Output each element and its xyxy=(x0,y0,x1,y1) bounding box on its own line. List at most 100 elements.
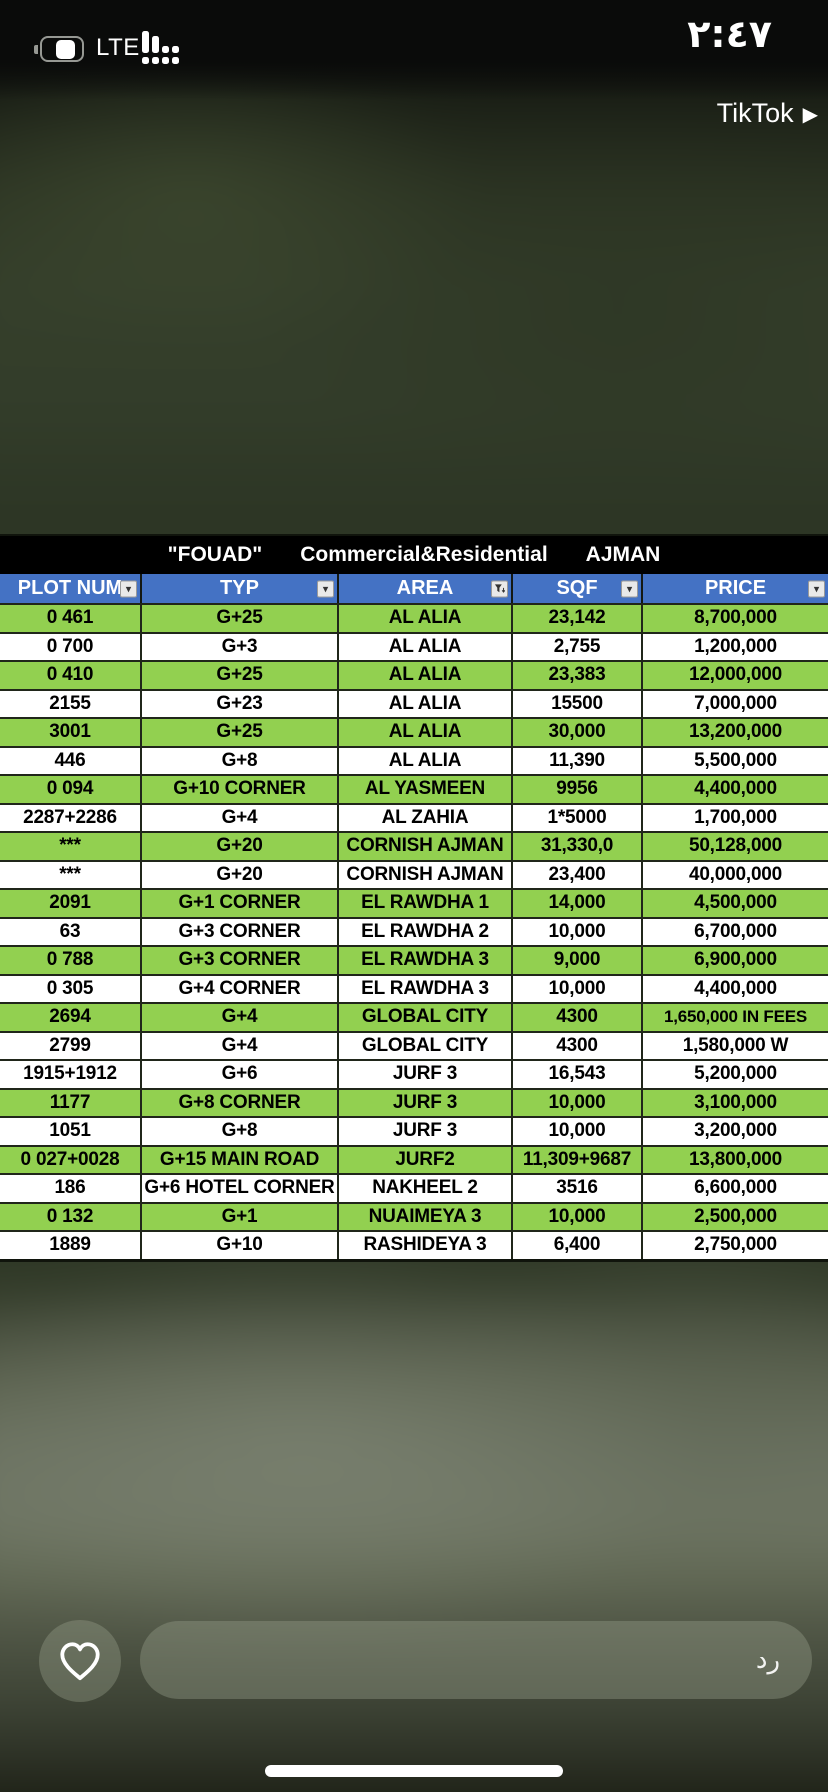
table-row: 3001 G+25 AL ALIA 30,000 13,200,000 xyxy=(0,717,828,746)
table-title-city: AJMAN xyxy=(585,543,661,566)
cell-area: GLOBAL CITY xyxy=(337,1004,511,1031)
cell-area: JURF 3 xyxy=(337,1118,511,1145)
battery-nub xyxy=(34,44,38,54)
cell-area: NAKHEEL 2 xyxy=(337,1175,511,1202)
cell-area: AL ALIA xyxy=(337,690,511,717)
cell-sqf: 10,000 xyxy=(511,918,641,945)
table-row: 0 094 G+10 CORNER AL YASMEEN 9956 4,400,000 xyxy=(0,774,828,803)
cell-sqf: 1*5000 xyxy=(511,804,641,831)
cell-area: AL ALIA xyxy=(337,662,511,689)
cell-sqf: 15500 xyxy=(511,690,641,717)
cell-price: 5,500,000 xyxy=(641,747,828,774)
filter-dropdown-button[interactable]: ▾ xyxy=(317,580,334,597)
signal-dot xyxy=(142,57,149,64)
cell-price: 1,200,000 xyxy=(641,633,828,660)
column-header-sqf: SQF ▾ xyxy=(511,574,641,603)
cell-price: 13,200,000 xyxy=(641,719,828,746)
cell-price: 3,200,000 xyxy=(641,1118,828,1145)
cell-typ: G+4 CORNER xyxy=(140,975,337,1002)
screen-share-app-label: TikTok xyxy=(716,98,794,128)
cell-typ: G+4 xyxy=(140,804,337,831)
cell-plot: *** xyxy=(59,835,81,857)
cell-area: AL ALIA xyxy=(337,747,511,774)
table-row: 2091 G+1 CORNER EL RAWDHA 1 14,000 4,500,000 xyxy=(0,888,828,917)
screen-share-indicator[interactable]: TikTok ▶ xyxy=(717,98,818,129)
cell-plot: 446 xyxy=(54,749,86,771)
cell-plot: 1915+1912 xyxy=(23,1063,117,1085)
cell-typ: G+4 xyxy=(140,1004,337,1031)
cell-plot: 0 700 xyxy=(46,635,94,657)
cell-typ: G+20 xyxy=(140,861,337,888)
table-row: 186 G+6 HOTEL CORNER NAKHEEL 2 3516 6,600,00… xyxy=(0,1173,828,1202)
cellular-signal-icon xyxy=(142,31,184,67)
cell-price: 13,800,000 xyxy=(641,1146,828,1173)
cell-typ: G+25 xyxy=(140,719,337,746)
cell-typ: G+10 xyxy=(140,1232,337,1259)
cell-price: 4,500,000 xyxy=(641,890,828,917)
cell-plot: 186 xyxy=(54,1177,86,1199)
table-title-bar: "FOUAD" Commercial&Residential AJMAN xyxy=(0,536,828,574)
cell-area: AL ZAHIA xyxy=(337,804,511,831)
battery-body xyxy=(40,36,84,62)
signal-bar xyxy=(142,31,149,53)
column-header-area: AREA xyxy=(337,574,511,603)
table-row: 2155 G+23 AL ALIA 15500 7,000,000 xyxy=(0,688,828,717)
listings-table: "FOUAD" Commercial&Residential AJMAN PLO… xyxy=(0,534,828,1262)
cell-price: 50,128,000 xyxy=(641,833,828,860)
signal-bar xyxy=(162,46,169,53)
filter-dropdown-button[interactable]: ▾ xyxy=(808,580,825,597)
column-label: SQF xyxy=(556,577,598,599)
table-row: 1177 G+8 CORNER JURF 3 10,000 3,100,000 xyxy=(0,1087,828,1116)
cell-sqf: 4300 xyxy=(511,1004,641,1031)
cell-sqf: 23,142 xyxy=(511,605,641,632)
comment-composer xyxy=(0,1620,828,1704)
column-label: AREA xyxy=(396,577,454,599)
filter-dropdown-button[interactable]: ▾ xyxy=(120,580,137,597)
signal-bar xyxy=(152,36,159,53)
cell-typ: G+6 xyxy=(140,1061,337,1088)
cell-sqf: 9956 xyxy=(511,776,641,803)
cell-sqf: 6,400 xyxy=(511,1232,641,1259)
cell-price: 2,750,000 xyxy=(641,1232,828,1259)
column-header-typ: TYP ▾ xyxy=(140,574,337,603)
cell-sqf: 10,000 xyxy=(511,1089,641,1116)
cell-price: 12,000,000 xyxy=(641,662,828,689)
cell-typ: G+1 xyxy=(140,1203,337,1230)
signal-dot xyxy=(152,57,159,64)
cell-area: CORNISH AJMAN xyxy=(337,861,511,888)
status-bar: LTE ٢:٤٧ xyxy=(0,0,828,96)
cell-price: 4,400,000 xyxy=(641,776,828,803)
cell-sqf: 14,000 xyxy=(511,890,641,917)
cell-price: 6,700,000 xyxy=(641,918,828,945)
table-row: 0 410 G+25 AL ALIA 23,383 12,000,000 xyxy=(0,660,828,689)
cell-price: 7,000,000 xyxy=(641,690,828,717)
cell-typ: G+10 CORNER xyxy=(140,776,337,803)
cell-plot: 2799 xyxy=(49,1034,91,1056)
cell-price: 4,400,000 xyxy=(641,975,828,1002)
cell-sqf: 10,000 xyxy=(511,975,641,1002)
filter-dropdown-button[interactable]: ▾ xyxy=(621,580,638,597)
cell-area: AL YASMEEN xyxy=(337,776,511,803)
signal-dot xyxy=(162,57,169,64)
cell-price: 3,100,000 xyxy=(641,1089,828,1116)
cell-typ: G+20 xyxy=(140,833,337,860)
cell-sqf: 4300 xyxy=(511,1032,641,1059)
table-row: 0 027+0028 G+15 MAIN ROAD JURF2 11,309+9687… xyxy=(0,1144,828,1173)
cell-sqf: 11,390 xyxy=(511,747,641,774)
reply-input[interactable] xyxy=(140,1621,812,1699)
cell-plot: 0 305 xyxy=(46,977,94,999)
cell-plot: 0 788 xyxy=(46,949,94,971)
filter-sort-button[interactable] xyxy=(491,580,508,597)
cell-area: RASHIDEYA 3 xyxy=(337,1232,511,1259)
like-button[interactable] xyxy=(39,1620,121,1702)
cell-price: 1,700,000 xyxy=(641,804,828,831)
table-row: 1889 G+10 RASHIDEYA 3 6,400 2,750,000 xyxy=(0,1230,828,1259)
home-indicator[interactable] xyxy=(265,1765,563,1777)
battery-level xyxy=(55,39,75,59)
cell-price: 1,650,000 IN FEES xyxy=(641,1004,828,1031)
heart-icon xyxy=(60,1642,100,1681)
table-row: 2694 G+4 GLOBAL CITY 4300 1,650,000 IN FEES xyxy=(0,1002,828,1031)
table-row: 1915+1912 G+6 JURF 3 16,543 5,200,000 xyxy=(0,1059,828,1088)
cell-typ: G+3 CORNER xyxy=(140,918,337,945)
cell-area: EL RAWDHA 3 xyxy=(337,947,511,974)
